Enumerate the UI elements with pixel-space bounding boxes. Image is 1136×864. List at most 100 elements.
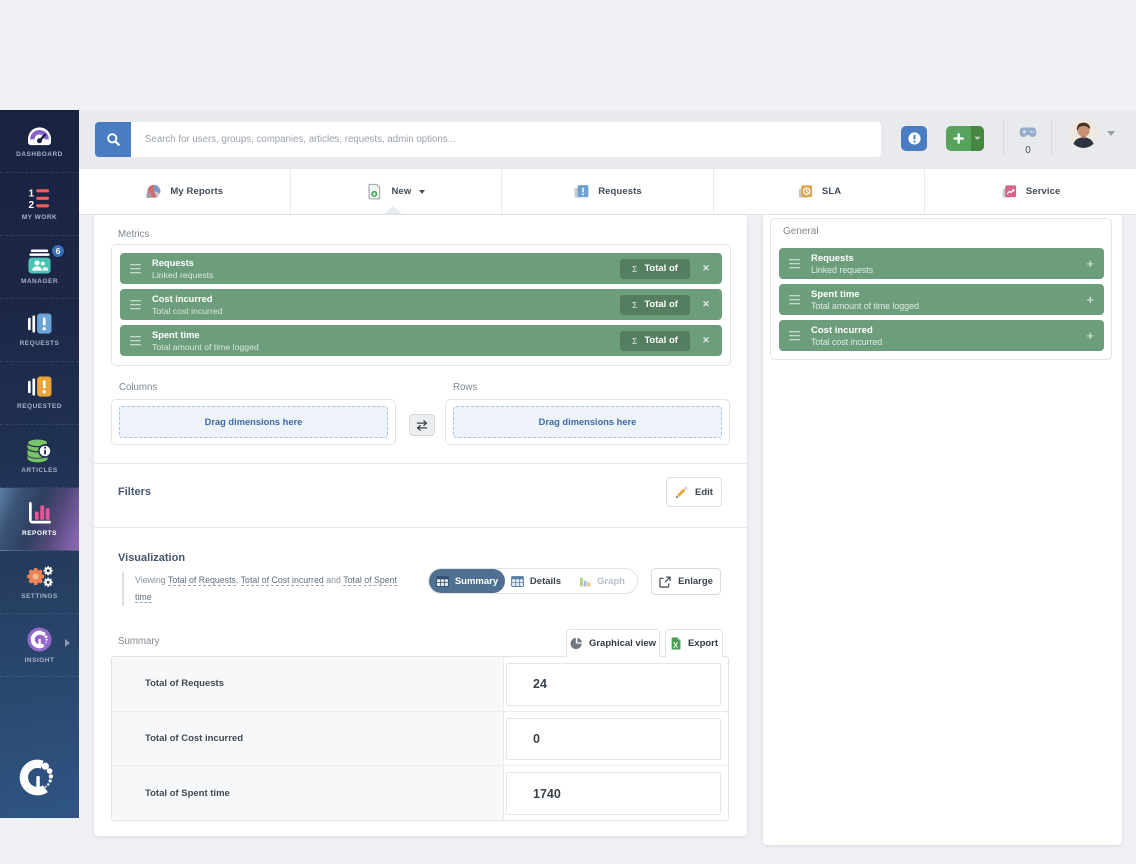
sidebar-item-requested[interactable]: REQUESTED [0,362,79,425]
pie-chart-icon [146,184,161,199]
add-metric-icon[interactable]: + [1086,328,1094,343]
report-builder-panel: Metrics Requests Linked requests Σ Total … [94,215,747,836]
aggregate-button[interactable]: Σ Total of [620,294,690,315]
columns-dropzone[interactable]: Drag dimensions here [119,406,388,438]
help-button[interactable] [901,126,927,151]
available-metric-cost-incurred[interactable]: Cost incurred Total cost incurred + [779,320,1104,351]
visualization-section-title: Visualization [118,552,186,564]
new-document-icon [368,183,381,200]
table-icon [511,575,524,587]
tab-requests[interactable]: Requests [501,169,713,214]
section-divider [94,527,747,528]
sigma-icon: Σ [632,299,638,310]
manager-icon [28,249,51,274]
sidebar-item-reports[interactable]: REPORTS [0,488,79,551]
general-section-title: General [783,226,819,237]
drag-handle-icon[interactable] [130,299,141,310]
user-menu[interactable] [1069,119,1115,148]
swap-arrows-icon [416,419,428,431]
export-button[interactable]: Export [665,629,723,657]
drag-handle-icon[interactable] [789,330,800,341]
sidebar-item-settings[interactable]: SETTINGS [0,551,79,614]
remove-metric-icon[interactable]: ✕ [702,335,710,345]
metrics-card: Requests Linked requests Σ Total of ✕ Cos… [111,244,731,366]
sidebar-item-manager[interactable]: 6 MANAGER [0,236,79,299]
table-row: Total of Cost incurred 0 [112,711,728,767]
metric-cost-incurred[interactable]: Cost incurred Total cost incurred Σ Total… [120,289,722,320]
excel-icon [671,637,681,650]
link-total-of-cost-incurred[interactable]: Total of Cost incurred [240,575,324,586]
available-metrics-panel: General Requests Linked requests + Spent… [763,215,1122,845]
add-button[interactable] [946,126,984,151]
available-metric-requests[interactable]: Requests Linked requests + [779,248,1104,279]
view-graph-button[interactable]: Graph [567,569,637,593]
gamepad-icon [1019,127,1037,138]
edit-filters-button[interactable]: Edit [666,477,722,507]
sidebar-item-dashboard[interactable]: DASHBOARD [0,110,79,173]
insight-icon [27,627,52,652]
global-search [95,122,881,157]
rows-dropzone[interactable]: Drag dimensions here [453,406,722,438]
graphical-view-button[interactable]: Graphical view [566,629,660,657]
sidebar-item-requests[interactable]: REQUESTS [0,299,79,362]
brand-logo [0,757,79,798]
plus-icon [946,126,971,151]
exclamation-circle-icon [907,132,921,145]
chevron-down-icon [419,189,426,194]
enlarge-button[interactable]: Enlarge [651,568,721,595]
general-card: General Requests Linked requests + Spent… [770,218,1112,360]
gamification-widget[interactable]: 0 [1008,125,1048,156]
add-metric-icon[interactable]: + [1086,292,1094,307]
drag-handle-icon[interactable] [130,335,141,346]
external-link-icon [659,575,671,588]
remove-metric-icon[interactable]: ✕ [702,299,710,309]
settings-gears-icon [27,566,53,587]
tab-my-reports[interactable]: My Reports [79,169,290,214]
drag-handle-icon[interactable] [130,263,141,274]
dashboard-gauge-icon [28,127,51,146]
table-row: Total of Requests 24 [112,657,728,712]
swap-columns-rows-button[interactable] [409,414,435,436]
search-input[interactable] [131,122,881,157]
tab-new[interactable]: New [289,169,502,214]
sidebar-item-articles[interactable]: ARTICLES [0,425,79,488]
add-metric-icon[interactable]: + [1086,256,1094,271]
available-metric-spent-time[interactable]: Spent time Total amount of time logged + [779,284,1104,315]
gamification-count: 0 [1025,145,1031,156]
sidebar-item-insight[interactable]: INSIGHT [0,614,79,677]
metrics-section-title: Metrics [118,229,150,240]
aggregate-button[interactable]: Σ Total of [620,258,690,279]
pie-icon [570,637,582,650]
metric-requests[interactable]: Requests Linked requests Σ Total of ✕ [120,253,722,284]
summary-table: Total of Requests 24 Total of Cost incur… [111,656,729,821]
view-switcher: Summary Details Graph [428,568,638,594]
viewing-description: Viewing Total of Requests, Total of Cost… [122,572,406,606]
report-tabs: My Reports New Requests SLA Service [79,169,1136,215]
header-divider [1051,122,1052,157]
link-total-of-spent-time[interactable]: Total of Spent time [135,575,397,603]
columns-section-title: Columns [119,382,158,393]
aggregate-button[interactable]: Σ Total of [620,330,690,351]
chevron-down-icon [971,126,984,151]
table-icon [436,575,449,587]
rows-section-title: Rows [453,382,478,393]
columns-card: Drag dimensions here [111,399,396,445]
filters-section-title: Filters [118,486,152,498]
link-total-of-requests[interactable]: Total of Requests [167,575,236,586]
table-value: 24 [506,663,721,706]
metric-spent-time[interactable]: Spent time Total amount of time logged Σ… [120,325,722,356]
drag-handle-icon[interactable] [789,258,800,269]
content-area: Metrics Requests Linked requests Σ Total … [79,215,1136,864]
tab-service[interactable]: Service [924,169,1136,214]
requests-folder-icon [574,185,589,198]
search-button[interactable] [95,122,131,157]
view-summary-button[interactable]: Summary [429,569,505,593]
view-details-button[interactable]: Details [505,569,567,593]
sla-folder-icon [798,185,813,198]
drag-handle-icon[interactable] [789,294,800,305]
tab-sla[interactable]: SLA [712,169,925,214]
service-folder-icon [1002,185,1017,198]
remove-metric-icon[interactable]: ✕ [702,263,710,273]
